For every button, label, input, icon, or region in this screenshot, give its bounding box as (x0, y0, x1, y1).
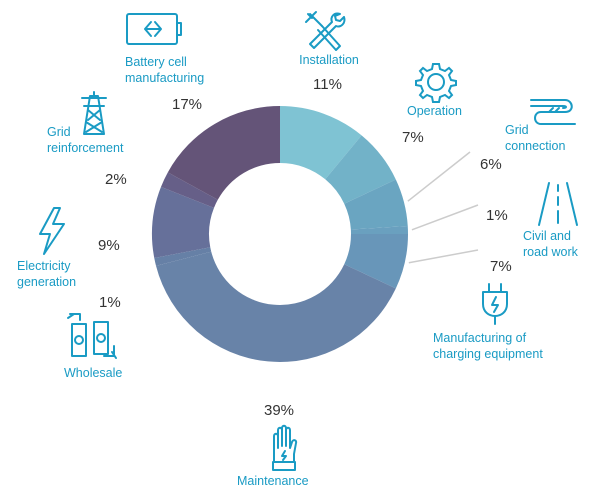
label-grid-reinforcement: Grid reinforcement (47, 125, 124, 155)
slice-manufacturing-of-charging-equipment (344, 234, 408, 289)
label-electricity-generation: Electricity generation (17, 259, 77, 289)
glove-icon (268, 424, 300, 472)
slice-maintenance (156, 251, 396, 362)
slice-operation (325, 135, 396, 204)
pylon-icon (78, 90, 110, 136)
percent-grid-reinforcement: 2% (105, 171, 127, 188)
slice-grid-reinforcement (160, 172, 218, 208)
percent-civil-road-work: 1% (486, 207, 508, 224)
percent-installation: 11% (313, 76, 342, 93)
label-manufacturing-charging: Manufacturing of charging equipment (433, 331, 543, 361)
slice-civil-and-road-work (350, 225, 408, 234)
lightning-icon (36, 206, 68, 256)
label-installation: Installation (299, 53, 359, 67)
label-battery-cell-manufacturing: Battery cell manufacturing (125, 55, 205, 85)
charging-plug-icon (477, 282, 513, 326)
leader-line-2 (407, 151, 471, 202)
slice-wholesale (154, 247, 212, 266)
label-grid-connection: Grid connection (505, 123, 566, 153)
percent-wholesale: 1% (99, 294, 121, 311)
label-maintenance: Maintenance (237, 474, 309, 488)
banknotes-icon (64, 312, 118, 360)
percent-electricity-generation: 9% (98, 237, 120, 254)
percent-maintenance: 39% (264, 402, 295, 419)
road-icon (535, 181, 581, 227)
cable-plug-icon (529, 96, 577, 130)
gear-icon (414, 60, 458, 104)
label-operation: Operation (407, 104, 462, 118)
label-civil-road-work: Civil and road work (523, 229, 578, 259)
percent-battery-cell-manufacturing: 17% (172, 96, 203, 113)
label-wholesale: Wholesale (64, 366, 123, 380)
percent-manufacturing-charging: 7% (490, 258, 512, 275)
percent-grid-connection: 6% (480, 156, 502, 173)
leader-line-3 (411, 204, 479, 231)
leader-line-4 (408, 249, 479, 264)
battery-icon (125, 12, 183, 46)
slice-electricity-generation (152, 186, 214, 258)
slice-grid-connection (344, 179, 408, 230)
slice-installation (280, 106, 362, 180)
slice-battery-cell-manufacturing (167, 106, 280, 200)
wrench-screwdriver-icon (302, 8, 348, 54)
percent-operation: 7% (402, 129, 424, 146)
